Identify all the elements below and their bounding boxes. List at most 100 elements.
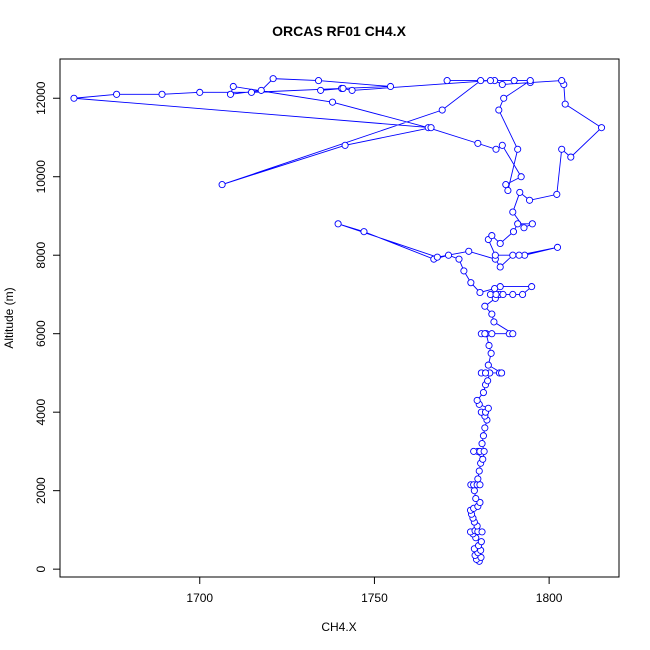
data-point [438,106,446,114]
data-point [158,90,166,98]
data-point [558,77,566,85]
data-point [509,228,518,236]
data-point [427,124,435,132]
data-point [478,440,486,448]
data-point [433,253,441,261]
data-point [473,396,481,404]
x-axis: 1700 1750 1800 [186,576,563,605]
series-line [73,78,603,562]
data-point [339,84,347,92]
data-point [520,224,528,232]
data-point [444,251,453,259]
data-point [386,82,395,91]
data-point [509,290,517,299]
data-point [509,208,517,216]
data-point [495,106,503,114]
data-point [455,255,463,263]
data-point [561,100,569,108]
data-point [516,188,524,196]
data-point [496,239,504,247]
y-axis-label: Altitude (m) [2,287,16,348]
data-point [597,124,606,132]
data-point [553,243,562,251]
data-point [334,220,342,228]
data-point [348,86,356,94]
data-point [498,369,506,377]
data-point [491,285,499,293]
series-line-group [73,78,603,562]
y-axis: 0 2000 4000 6000 8000 10000 12000 [34,81,61,572]
y-tick-label: 8000 [34,242,48,269]
data-point [467,279,475,287]
data-point [567,153,575,161]
data-point [479,432,487,440]
data-point [443,77,451,85]
data-point [476,481,484,489]
data-point [474,139,482,147]
data-point [328,98,337,106]
data-point [526,77,534,85]
y-tick-label: 0 [34,565,48,572]
data-point [479,389,487,397]
data-point [341,141,349,149]
data-point [487,349,495,357]
data-point [317,86,325,94]
data-point [491,251,499,259]
data-point [526,196,534,204]
data-point [247,88,256,96]
data-point [196,88,204,96]
data-point [484,377,492,385]
data-point [485,341,493,350]
data-point [509,251,517,259]
data-point [488,310,496,318]
data-point [553,190,561,198]
data-point [492,290,500,299]
data-point [514,220,522,228]
data-point [475,467,483,475]
data-point [481,424,489,432]
data-point [498,80,506,89]
data-point [515,251,523,259]
y-tick-label: 12000 [34,81,48,115]
x-tick-label: 1800 [536,591,563,605]
data-point [504,186,512,195]
data-point [269,75,277,83]
x-tick-label: 1700 [186,591,213,605]
data-point [481,369,490,377]
data-point [486,77,494,85]
data-point [474,475,482,483]
data-point [478,528,486,536]
y-tick-label: 4000 [34,399,48,426]
data-point [477,538,485,546]
plot-frame [59,58,620,578]
x-axis-label: CH4.X [321,620,356,634]
data-point [509,330,517,338]
data-point [484,361,492,369]
data-point [472,494,480,503]
data-point [496,263,504,271]
data-point [480,447,488,455]
data-point [476,288,484,297]
data-point [528,220,536,228]
data-point [218,181,226,189]
data-point [470,447,478,455]
data-point [257,86,265,94]
data-point [510,77,518,85]
data-point [519,290,527,299]
data-point [492,145,500,153]
y-tick-label: 10000 [34,160,48,194]
x-tick-label: 1750 [361,591,388,605]
data-point [558,145,566,153]
data-point [477,77,485,85]
data-point [502,181,510,189]
data-point [360,228,368,236]
data-point [314,77,323,85]
data-point [490,318,498,326]
data-point [229,82,237,91]
data-point [484,404,492,412]
data-point [481,302,489,310]
data-point [460,267,468,275]
data-point [70,94,78,102]
data-point [479,455,487,463]
